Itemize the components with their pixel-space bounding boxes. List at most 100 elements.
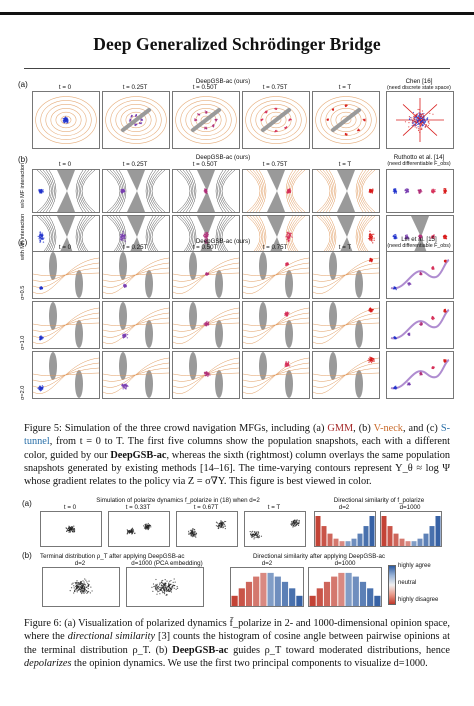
stunnel-plot-r1-t1	[102, 301, 170, 349]
panel-b-time-label-1: t = 0.25T	[122, 161, 148, 168]
caption5-vneck: V-neck	[373, 423, 403, 434]
stunnel-ref-plot-r2	[386, 351, 454, 399]
agreement-colorbar	[388, 565, 396, 605]
panel-b-time-label-0: t = 0	[58, 161, 72, 168]
fig6a-dir-label-d1000: d=1000	[399, 504, 421, 511]
panel-b-time-label-2: t = 0.50T	[192, 161, 218, 168]
vneck-plot-r0-t2	[172, 169, 240, 213]
panel-c-time-label-1: t = 0.25T	[122, 244, 148, 251]
fig6b-dir-label-d2: d=2	[261, 560, 273, 567]
fig6-panel-b-title: Terminal distribution ρ_T after applying…	[40, 553, 185, 560]
figure-5-caption: Figure 5: Simulation of the three crowd …	[24, 422, 450, 488]
fig6b-dir-label-d1000: d=1000	[334, 560, 356, 567]
stunnel-plot-r1-t3	[242, 301, 310, 349]
caption5-gmm: GMM	[327, 423, 354, 434]
dir-sim-hist-d2-after	[230, 567, 304, 607]
fig6-time-label-1: t = 0.33T	[125, 504, 151, 511]
panel-a-time-label-2: t = 0.50T	[192, 84, 218, 91]
stunnel-plot-r0-t1	[102, 251, 170, 299]
panel-c-time-label-3: t = 0.75T	[262, 244, 288, 251]
panel-b-time-label-4: t = T	[338, 161, 352, 168]
gmm-ref-plot	[386, 91, 454, 149]
panel-c-time-label-2: t = 0.50T	[192, 244, 218, 251]
stunnel-plot-r1-t0	[32, 301, 100, 349]
stunnel-plot-r2-t1	[102, 351, 170, 399]
panel-b-row-label-1: w/o MF interaction	[20, 163, 26, 208]
caption5-text-3: , and (c)	[402, 423, 441, 434]
gmm-plot-t3	[242, 91, 310, 149]
panel-b-row-label-2: with MF interaction	[20, 213, 26, 260]
caption6-text-1: Figure 6: (a) Visualization of polarized…	[24, 618, 450, 643]
vneck-plot-r0-t4	[312, 169, 380, 213]
stunnel-plot-r2-t3	[242, 351, 310, 399]
panel-b-method-title: DeepGSB-ac (ours)	[195, 154, 251, 161]
caption6-text-4: the opinion dynamics. We use the first t…	[71, 657, 428, 669]
terminal-dist-d1000	[126, 567, 204, 607]
panel-a-ref-title: Chen [16]	[405, 78, 433, 85]
gmm-plot-t0	[32, 91, 100, 149]
stunnel-plot-r0-t3	[242, 251, 310, 299]
panel-c-ref-subtitle: (need differentiable F_obs)	[387, 243, 451, 249]
caption5-bold: DeepGSB-ac	[110, 449, 167, 461]
stunnel-ref-plot-r1	[386, 301, 454, 349]
caption5-text-4: , from t = 0 to T. The first five column…	[24, 436, 450, 461]
panel-b-time-label-3: t = 0.75T	[262, 161, 288, 168]
gmm-plot-t1	[102, 91, 170, 149]
panel-a-time-label-4: t = T	[338, 84, 352, 91]
caption5-text-1: Figure 5: Simulation of the three crowd …	[24, 423, 328, 434]
vneck-plot-r0-t0	[32, 169, 100, 213]
fig6-panel-b-dir-title: Directional similarity after applying De…	[252, 553, 386, 560]
panel-c-row-label-1: σ=0.5	[20, 285, 26, 300]
stunnel-plot-r0-t2	[172, 251, 240, 299]
legend-highly-agree: highly agree	[398, 563, 431, 569]
stunnel-plot-r0-t0	[32, 251, 100, 299]
fig6-panel-a-title: Simulation of polarize dynamics f_polari…	[96, 497, 260, 504]
panel-a-label: (a)	[18, 80, 28, 89]
top-rule	[0, 12, 474, 15]
panel-b-ref-subtitle: (need differentiable F_obs)	[387, 161, 451, 167]
vneck-plot-r0-t1	[102, 169, 170, 213]
legend-highly-disagree: highly disagree	[398, 597, 439, 603]
polarize-plot-t3	[244, 511, 306, 547]
stunnel-plot-r2-t4	[312, 351, 380, 399]
fig6b-label-d1000: d=1000 (PCA embedding)	[131, 560, 203, 567]
polarize-plot-t2	[176, 511, 238, 547]
title-underline	[24, 68, 450, 69]
paper-title: Deep Generalized Schrödinger Bridge	[93, 34, 381, 54]
dir-sim-hist-d2-before	[314, 511, 376, 547]
panel-b-ref-title: Ruthotto et al. [14]	[393, 154, 445, 161]
panel-a-time-label-0: t = 0	[58, 84, 72, 91]
legend-neutral: neutral	[398, 580, 417, 586]
fig6-time-label-3: t = T	[267, 504, 281, 511]
figure-6: (a) Simulation of polarize dynamics f_po…	[18, 497, 456, 617]
vneck-plot-r0-t3	[242, 169, 310, 213]
caption6-text-3: guides ρ_T toward moderated distribution…	[228, 644, 450, 656]
panel-c-method-title: DeepGSB-ac (ours)	[195, 238, 251, 245]
panel-b-label: (b)	[18, 155, 28, 164]
fig6b-label-d2: d=2	[74, 560, 86, 567]
stunnel-plot-r1-t2	[172, 301, 240, 349]
panel-c-row-label-2: σ=1.0	[20, 335, 26, 350]
panel-c-time-label-4: t = T	[338, 244, 352, 251]
gmm-plot-t2	[172, 91, 240, 149]
fig6-dir-title: Directional similarity of f_polarize	[333, 497, 425, 504]
panel-c-ref-title: Lin et al. [15]	[401, 236, 437, 243]
polarize-plot-t0	[40, 511, 102, 547]
dir-sim-hist-d1000-after	[308, 567, 382, 607]
caption5-text-5: , whereas the sixth (rightmost) column o…	[24, 449, 450, 488]
stunnel-plot-r2-t2	[172, 351, 240, 399]
caption6-bold: DeepGSB-ac	[172, 644, 229, 656]
panel-a-time-label-3: t = 0.75T	[262, 84, 288, 91]
panel-a-time-label-1: t = 0.25T	[122, 84, 148, 91]
dir-sim-hist-d1000-before	[380, 511, 442, 547]
fig6-panel-a-label: (a)	[22, 499, 32, 508]
panel-c-row-label-3: σ=2.0	[20, 385, 26, 400]
fig6-panel-b-label: (b)	[22, 551, 32, 560]
terminal-dist-d2	[42, 567, 120, 607]
gmm-plot-t4	[312, 91, 380, 149]
fig6-time-label-0: t = 0	[63, 504, 77, 511]
panel-c-time-label-0: t = 0	[58, 244, 72, 251]
stunnel-plot-r1-t4	[312, 301, 380, 349]
caption6-italic-1: directional similarity	[67, 631, 156, 643]
caption5-text-2: , (b)	[353, 423, 374, 434]
